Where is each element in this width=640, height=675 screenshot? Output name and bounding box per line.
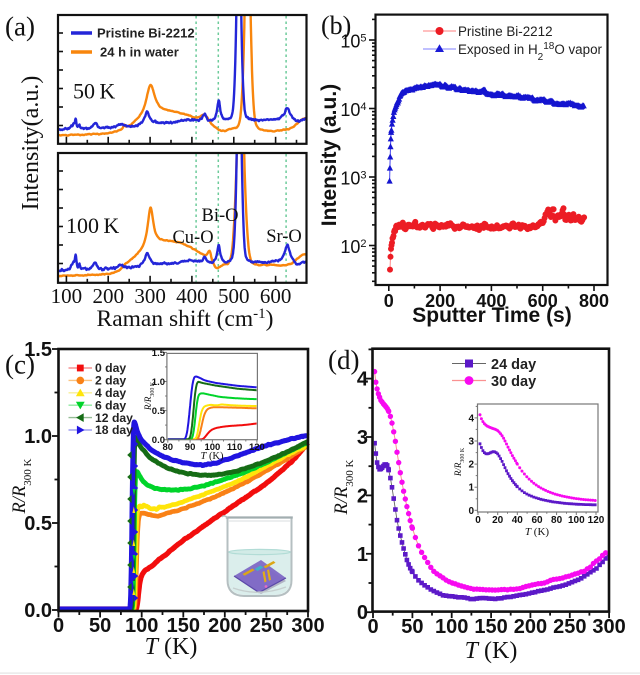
svg-text:100: 100 [51, 284, 83, 308]
svg-text:40: 40 [512, 515, 524, 526]
svg-text:2: 2 [357, 485, 368, 507]
svg-text:80: 80 [551, 515, 563, 526]
svg-text:105: 105 [340, 32, 366, 52]
svg-text:0: 0 [384, 291, 394, 311]
svg-text:4: 4 [468, 413, 474, 424]
svg-text:150: 150 [474, 616, 507, 638]
svg-text:T (K): T (K) [145, 634, 198, 660]
svg-text:Sputter Time (s): Sputter Time (s) [412, 304, 571, 327]
svg-text:1.0: 1.0 [152, 377, 165, 388]
svg-text:200: 200 [208, 615, 241, 637]
svg-text:Pristine Bi-2212: Pristine Bi-2212 [458, 24, 553, 39]
svg-text:Cu-O: Cu-O [172, 228, 213, 248]
svg-text:0.5: 0.5 [152, 406, 166, 417]
svg-text:120: 120 [249, 442, 265, 453]
svg-text:500: 500 [218, 284, 250, 308]
svg-text:100 K: 100 K [66, 213, 119, 238]
svg-text:T (K): T (K) [465, 638, 518, 664]
svg-text:1.5: 1.5 [24, 339, 52, 361]
svg-text:4: 4 [357, 369, 369, 391]
svg-text:24 day: 24 day [491, 357, 536, 373]
svg-text:0: 0 [357, 602, 368, 624]
svg-text:60: 60 [531, 515, 543, 526]
svg-text:(c): (c) [5, 350, 35, 380]
svg-text:1: 1 [468, 483, 474, 494]
svg-text:400: 400 [476, 291, 506, 311]
svg-text:0: 0 [53, 615, 64, 637]
svg-text:300: 300 [134, 284, 166, 308]
svg-text:(d): (d) [328, 345, 359, 375]
svg-text:103: 103 [340, 169, 366, 189]
svg-text:2: 2 [468, 460, 474, 471]
svg-text:0: 0 [367, 616, 378, 638]
svg-text:6 day: 6 day [95, 398, 126, 412]
svg-text:600: 600 [260, 284, 292, 308]
svg-text:300: 300 [291, 615, 324, 637]
svg-text:200: 200 [514, 616, 547, 638]
svg-text:Bi-O: Bi-O [202, 206, 239, 226]
svg-text:30 day: 30 day [491, 374, 536, 390]
svg-text:2 day: 2 day [95, 374, 126, 388]
svg-text:150: 150 [167, 615, 200, 637]
svg-text:3: 3 [468, 437, 474, 448]
svg-text:110: 110 [227, 442, 242, 453]
svg-text:250: 250 [553, 616, 586, 638]
svg-text:0.0: 0.0 [24, 600, 52, 622]
svg-text:102: 102 [340, 237, 366, 257]
svg-text:250: 250 [250, 615, 283, 637]
svg-text:120: 120 [588, 515, 605, 526]
svg-text:18 day: 18 day [95, 423, 133, 437]
svg-text:300: 300 [592, 616, 625, 638]
svg-text:100: 100 [435, 616, 468, 638]
svg-text:400: 400 [176, 284, 208, 308]
svg-text:4 day: 4 day [95, 386, 126, 400]
svg-text:20: 20 [492, 515, 504, 526]
svg-text:50: 50 [89, 615, 111, 637]
svg-text:Raman shift (cm-1): Raman shift (cm-1) [97, 306, 274, 332]
svg-text:100: 100 [568, 515, 585, 526]
svg-text:0.5: 0.5 [24, 513, 52, 535]
svg-text:104: 104 [340, 100, 366, 120]
svg-text:200: 200 [92, 284, 124, 308]
svg-text:1.5: 1.5 [152, 348, 166, 359]
svg-text:800: 800 [579, 291, 609, 311]
svg-text:80: 80 [163, 442, 174, 453]
svg-text:Intensity(a.u.): Intensity(a.u.) [18, 76, 44, 211]
svg-text:(b): (b) [321, 11, 351, 40]
svg-text:T (K): T (K) [525, 526, 549, 538]
svg-text:T (K): T (K) [200, 451, 224, 462]
svg-text:Pristine Bi-2212: Pristine Bi-2212 [97, 26, 195, 41]
svg-text:12 day: 12 day [95, 411, 133, 425]
svg-text:(a): (a) [5, 12, 35, 42]
svg-text:0: 0 [468, 506, 474, 517]
svg-text:200: 200 [425, 291, 455, 311]
svg-text:100: 100 [204, 442, 220, 453]
svg-text:24 h in water: 24 h in water [100, 45, 179, 60]
svg-text:0: 0 [475, 515, 481, 526]
svg-text:3: 3 [357, 427, 368, 449]
svg-text:Sr-O: Sr-O [266, 227, 302, 247]
svg-text:1.0: 1.0 [24, 426, 52, 448]
svg-text:Intensity (a.u.): Intensity (a.u.) [318, 84, 341, 226]
svg-text:90: 90 [185, 442, 196, 453]
svg-text:100: 100 [125, 615, 158, 637]
svg-text:600: 600 [528, 291, 558, 311]
svg-text:1: 1 [357, 544, 368, 566]
svg-text:50: 50 [401, 616, 423, 638]
svg-text:0.0: 0.0 [152, 435, 165, 446]
svg-text:50 K: 50 K [73, 79, 115, 104]
svg-text:0 day: 0 day [95, 361, 126, 375]
